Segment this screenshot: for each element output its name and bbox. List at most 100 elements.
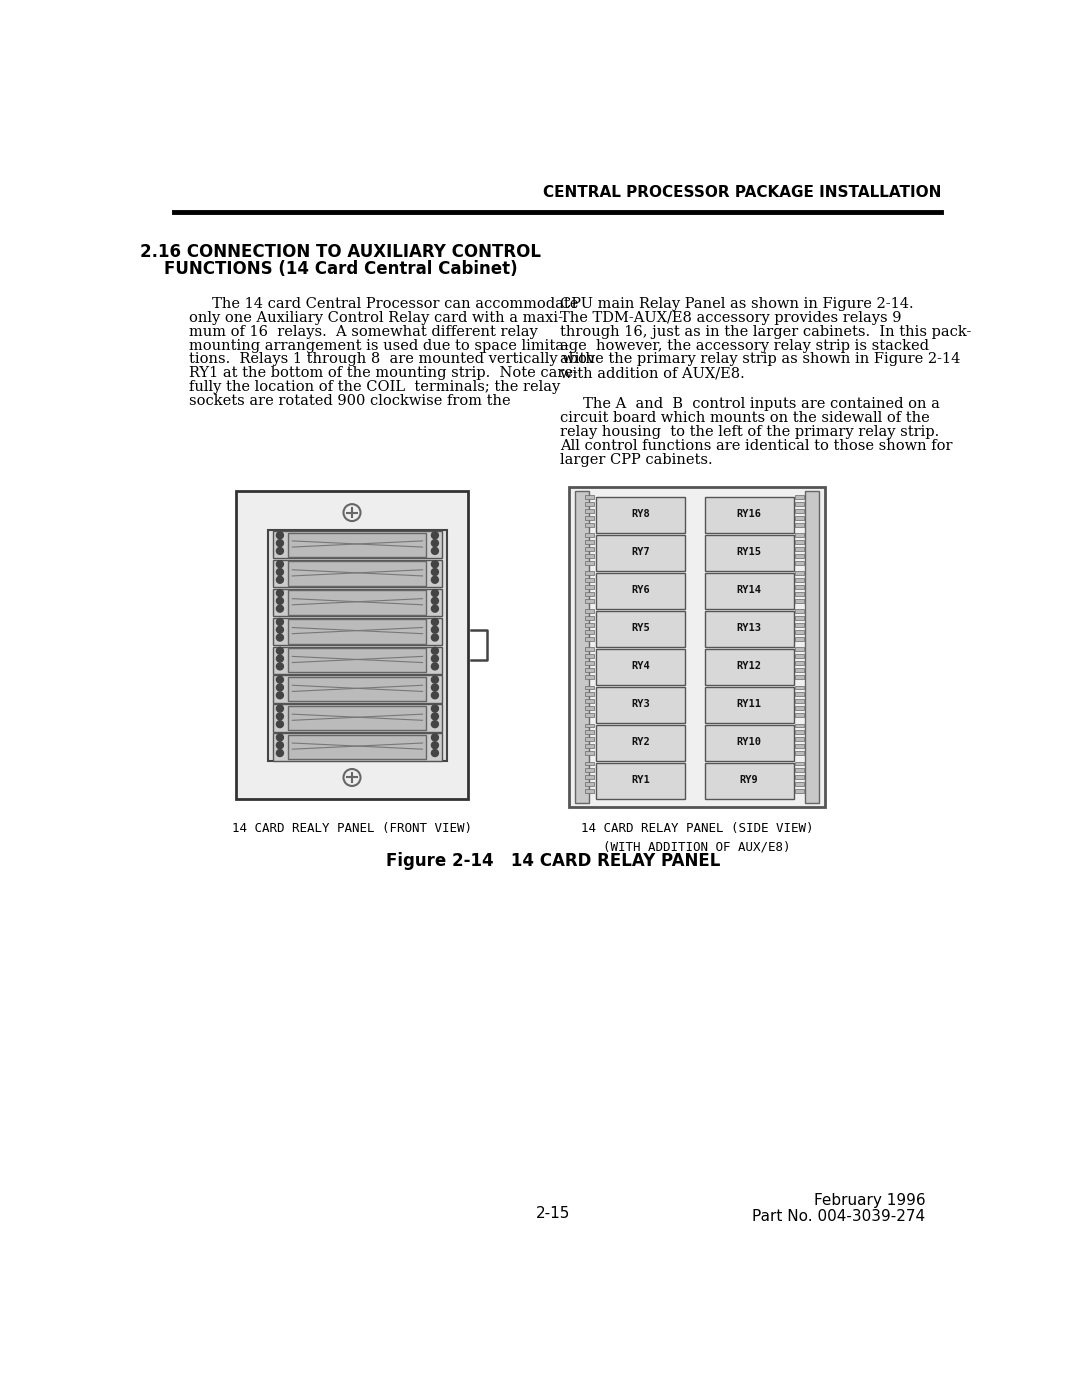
Bar [569,488,825,806]
Circle shape [431,539,438,546]
Bar [795,761,804,766]
Bar [585,555,594,557]
Bar [795,668,804,672]
Bar [596,497,685,532]
Bar [704,725,794,761]
Bar [585,738,594,742]
Text: RY15: RY15 [737,546,761,557]
Circle shape [276,712,283,719]
Text: CENTRAL PROCESSOR PACKAGE INSTALLATION: CENTRAL PROCESSOR PACKAGE INSTALLATION [542,184,941,200]
Bar [795,548,804,552]
Bar [795,768,804,773]
Text: RY9: RY9 [740,775,758,785]
Circle shape [431,705,438,712]
Bar [795,654,804,658]
Bar [273,733,442,760]
Bar [795,647,804,651]
Bar [795,510,804,513]
Circle shape [276,590,283,597]
Bar [273,676,442,703]
Bar [585,782,594,787]
Bar [585,592,594,597]
Bar [704,497,794,532]
Text: 14 CARD RELAY PANEL (SIDE VIEW): 14 CARD RELAY PANEL (SIDE VIEW) [581,823,813,835]
Text: RY14: RY14 [737,585,761,595]
Bar [585,661,594,665]
Text: February 1996: February 1996 [814,1193,926,1208]
Bar [795,616,804,620]
Text: RY2: RY2 [632,738,650,747]
Bar [585,686,594,689]
Text: above the primary relay strip as shown in Figure 2-14: above the primary relay strip as shown i… [559,352,960,366]
Circle shape [431,664,438,671]
Text: CPU main Relay Panel as shown in Figure 2-14.: CPU main Relay Panel as shown in Figure … [559,298,914,312]
Bar [585,562,594,564]
Bar [596,763,685,799]
Circle shape [276,721,283,728]
Bar [585,585,594,590]
Bar [795,503,804,506]
Circle shape [431,742,438,749]
Text: sockets are rotated 900 clockwise from the: sockets are rotated 900 clockwise from t… [189,394,511,408]
Bar [585,745,594,749]
Circle shape [431,647,438,654]
Circle shape [431,712,438,719]
Bar [585,693,594,696]
Bar [795,578,804,583]
Circle shape [276,634,283,641]
Circle shape [431,733,438,740]
Text: mounting arrangement is used due to space limita-: mounting arrangement is used due to spac… [189,338,569,352]
Bar [585,675,594,679]
Bar [585,768,594,773]
Circle shape [276,532,283,539]
Circle shape [431,532,438,539]
Bar [596,687,685,724]
Circle shape [276,626,283,633]
Bar [795,541,804,545]
Bar [273,617,442,645]
Bar [596,612,685,647]
Bar [273,704,442,732]
Bar [795,562,804,564]
Bar [585,548,594,552]
Circle shape [431,685,438,692]
Bar [585,522,594,527]
Bar [795,700,804,703]
Text: The 14 card Central Processor can accommodate: The 14 card Central Processor can accomm… [189,298,579,312]
Bar [795,522,804,527]
Bar [795,693,804,696]
Bar [795,712,804,717]
Circle shape [276,539,283,546]
Bar [585,731,594,735]
Bar [585,578,594,583]
Bar [596,650,685,685]
Bar [795,745,804,749]
Bar [585,752,594,754]
Bar [288,735,427,759]
Text: through 16, just as in the larger cabinets.  In this pack-: through 16, just as in the larger cabine… [559,324,971,338]
Bar [585,775,594,780]
Circle shape [276,733,283,740]
Bar [704,763,794,799]
Text: Part No. 004-3039-274: Part No. 004-3039-274 [753,1208,926,1224]
Bar [585,599,594,604]
Circle shape [431,655,438,662]
Bar [273,588,442,616]
Text: RY7: RY7 [632,546,650,557]
Bar [288,562,427,585]
Circle shape [276,676,283,683]
Bar [795,534,804,538]
Text: RY10: RY10 [737,738,761,747]
Text: fully the location of the COIL  terminals; the relay: fully the location of the COIL terminals… [189,380,561,394]
Circle shape [276,577,283,584]
Text: RY1: RY1 [632,775,650,785]
Text: RY12: RY12 [737,661,761,671]
Bar [273,560,442,587]
Bar [288,678,427,701]
Circle shape [276,692,283,698]
Bar [585,647,594,651]
Bar [585,654,594,658]
Bar [805,490,819,803]
Bar [795,585,804,590]
Bar [585,707,594,710]
